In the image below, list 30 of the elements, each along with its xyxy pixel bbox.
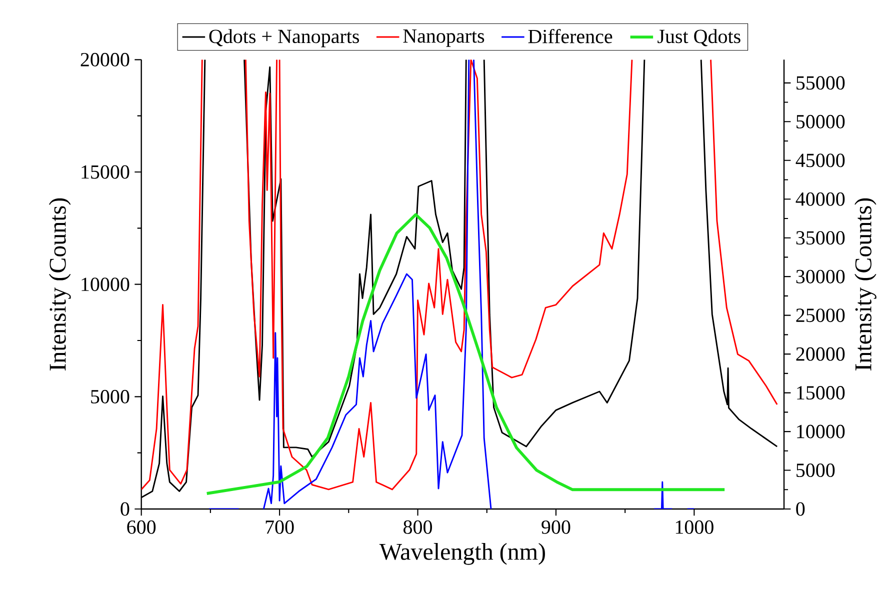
y-tick-label: 15000 (82, 165, 130, 179)
legend-label: Just Qdots (658, 29, 740, 46)
y-tick-label: 5000 (91, 390, 130, 404)
y-axis-title: Intensity (Counts) (48, 198, 71, 370)
y2-tick-label: 45000 (796, 154, 845, 168)
y2-tick-label: 35000 (796, 231, 845, 245)
x-tick-label: 600 (127, 520, 156, 534)
y2-axis-title: Intensity (Counts) (854, 198, 876, 370)
y2-tick-label: 10000 (797, 424, 845, 438)
x-tick-label: 700 (266, 520, 294, 534)
y2-tick-label: 20000 (796, 347, 845, 361)
y2-tick-label: 50000 (796, 114, 845, 128)
y2-tick-label: 30000 (796, 270, 845, 284)
legend-label: Qdots + Nanoparts (209, 29, 359, 48)
y2-tick-label: 55000 (796, 76, 845, 90)
y2-tick-label: 5000 (796, 464, 835, 478)
y-tick-label: 10000 (82, 278, 130, 292)
x-tick-label: 900 (542, 520, 570, 534)
x-tick-label: 800 (404, 520, 432, 534)
y2-tick-label: 40000 (796, 192, 845, 206)
legend-label: Difference (528, 29, 612, 44)
x-tick-label: 1000 (676, 520, 714, 534)
line-series (205, 213, 726, 495)
x-axis-title: Wavelength (nm) (379, 543, 545, 565)
y2-tick-label: 25000 (796, 308, 845, 322)
y2-tick-label: 0 (796, 502, 805, 516)
y2-tick-label: 15000 (797, 386, 845, 400)
y-tick-label: 0 (120, 502, 130, 516)
y-tick-label: 20000 (80, 52, 130, 66)
legend-label: Nanoparts (403, 29, 484, 47)
